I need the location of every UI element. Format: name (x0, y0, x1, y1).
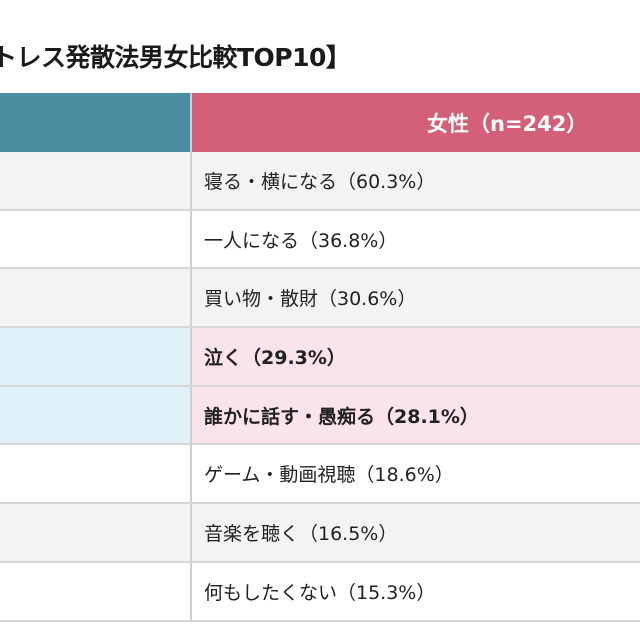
male-cell (0, 210, 192, 268)
female-cell: 一人になる（36.8%） (192, 210, 640, 268)
female-cell: ゲーム・動画視聴（18.6%） (192, 445, 640, 503)
table-row: 音楽を聴く（16.5%） (0, 504, 640, 563)
male-cell (0, 152, 192, 209)
table-row-highlighted: 誰かに話す・愚痴る（28.1%） (0, 386, 640, 446)
female-cell: 買い物・散財（30.6%） (192, 269, 640, 327)
male-cell (0, 269, 192, 327)
table-row: 一人になる（36.8%） (0, 210, 640, 270)
header-male (0, 93, 192, 152)
female-cell: 音楽を聴く（16.5%） (192, 504, 640, 561)
table-row: 何もしたくない（15.3%） (0, 562, 640, 622)
male-cell (0, 504, 192, 561)
table-header: 女性（n=242） (0, 93, 640, 152)
male-cell (0, 328, 192, 385)
female-cell: 誰かに話す・愚痴る（28.1%） (192, 386, 640, 444)
table-row: ゲーム・動画視聴（18.6%） (0, 445, 640, 505)
table-row-highlighted: 泣く（29.3%） (0, 328, 640, 387)
male-cell (0, 562, 192, 620)
male-cell (0, 386, 192, 444)
table-title: トレス発散法男女比較TOP10】 (0, 43, 351, 72)
table-row: 買い物・散財（30.6%） (0, 269, 640, 329)
comparison-table: 女性（n=242） 寝る・横になる（60.3%） 一人になる（36.8%） 買い… (0, 93, 640, 622)
table-row: 寝る・横になる（60.3%） (0, 152, 640, 211)
female-cell: 何もしたくない（15.3%） (192, 562, 640, 620)
female-cell: 泣く（29.3%） (192, 328, 640, 385)
header-female: 女性（n=242） (192, 93, 640, 152)
male-cell (0, 445, 192, 503)
female-cell: 寝る・横になる（60.3%） (192, 152, 640, 209)
